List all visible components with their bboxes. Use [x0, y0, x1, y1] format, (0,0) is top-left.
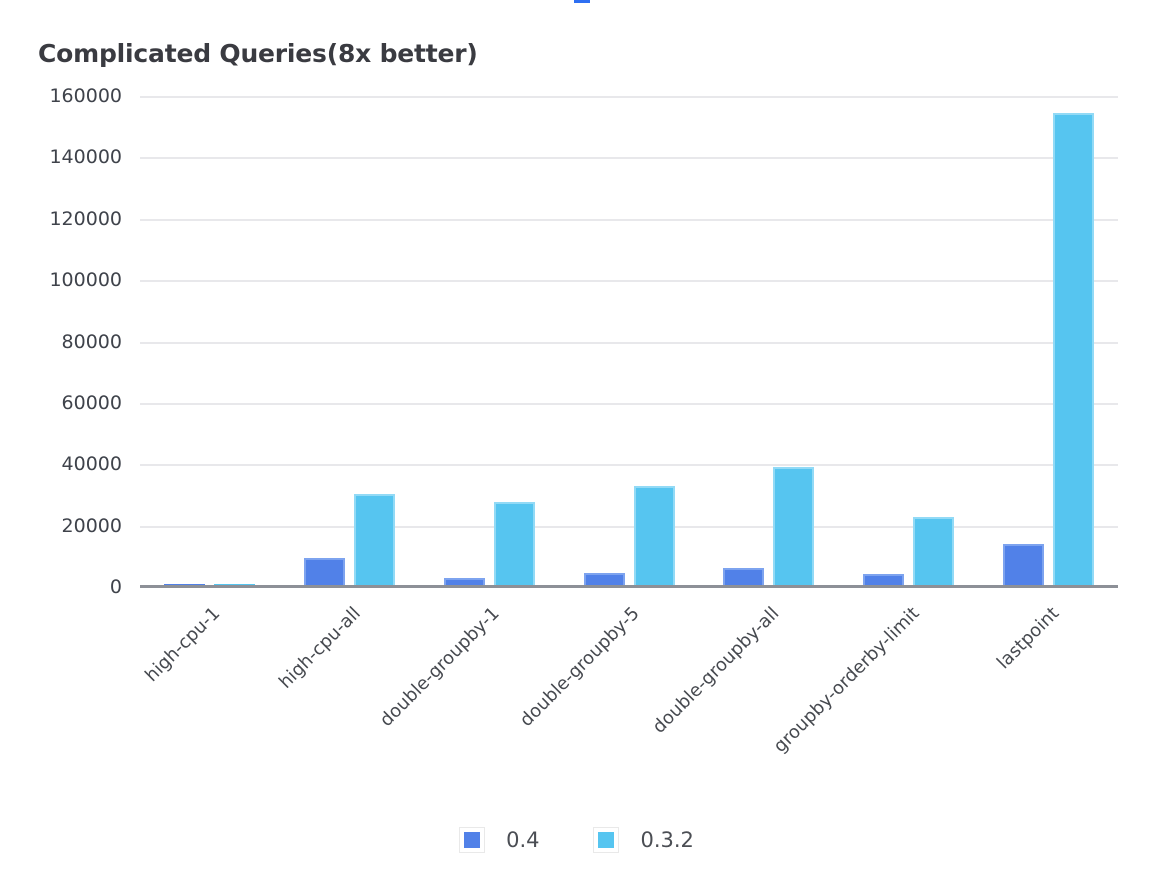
- bar-double-groupby-all-0.3.2: [773, 466, 815, 586]
- bar-double-groupby-1-0.3.2: [493, 501, 535, 586]
- x-axis-label: groupby-orderby-limit: [769, 603, 924, 757]
- bar-lastpoint-0.3.2: [1052, 113, 1094, 586]
- bar-high-cpu-1-0.3.2: [214, 583, 256, 586]
- gridline: [140, 525, 1118, 528]
- x-axis-label: lastpoint: [992, 603, 1063, 674]
- bar-groupby-orderby-limit-0.4: [862, 574, 904, 586]
- bar-double-groupby-1-0.4: [443, 577, 485, 586]
- legend-item-0.4[interactable]: 0.4: [459, 827, 539, 853]
- gridline: [140, 157, 1118, 160]
- y-axis-tick-label: 20000: [61, 514, 122, 537]
- y-axis-tick-label: 0: [109, 576, 122, 598]
- x-axis-label: double-groupby-5: [515, 603, 644, 731]
- y-axis-tick-label: 100000: [49, 269, 122, 292]
- legend-swatch-color: [464, 832, 481, 848]
- top-accent-fragment: [574, 0, 590, 3]
- x-axis-line: [140, 585, 1118, 588]
- gridline: [140, 96, 1118, 98]
- y-axis-tick-label: 40000: [61, 453, 122, 476]
- bar-high-cpu-all-0.3.2: [354, 493, 396, 586]
- y-axis-tick-label: 60000: [61, 391, 122, 414]
- bar-double-groupby-5-0.4: [583, 573, 625, 586]
- legend-label: 0.4: [506, 828, 540, 852]
- x-axis-label: double-groupby-1: [376, 603, 505, 731]
- gridline: [140, 464, 1118, 467]
- gridline: [140, 218, 1118, 221]
- plot-area: high-cpu-1 high-cpu-all double-groupby-1 do…: [140, 96, 1118, 757]
- y-axis-tick-label: 160000: [49, 85, 122, 107]
- bar-lastpoint-0.4: [1002, 543, 1044, 586]
- gridline: [140, 341, 1118, 344]
- x-axis-label: high-cpu-all: [274, 603, 365, 693]
- gridline: [140, 402, 1118, 405]
- y-axis-tick-label: 120000: [49, 207, 122, 230]
- bar-double-groupby-all-0.4: [723, 568, 765, 586]
- legend-item-0.3.2[interactable]: 0.3.2: [593, 827, 694, 853]
- bar-double-groupby-5-0.3.2: [633, 486, 675, 586]
- legend-swatch-icon: [593, 827, 620, 853]
- y-axis-tick-label: 140000: [49, 146, 122, 169]
- legend-swatch-color: [598, 832, 615, 848]
- chart-title: Complicated Queries(8x better): [38, 38, 478, 68]
- y-axis-tick-label: 80000: [61, 330, 122, 353]
- x-axis-label: high-cpu-1: [141, 603, 225, 687]
- legend-label: 0.3.2: [640, 828, 694, 852]
- x-axis-label: double-groupby-all: [648, 603, 784, 738]
- legend-swatch-icon: [459, 827, 486, 853]
- legend: 0.4 0.3.2: [0, 827, 1153, 853]
- gridline: [140, 280, 1118, 283]
- bar-groupby-orderby-limit-0.3.2: [912, 516, 954, 586]
- bar-high-cpu-all-0.4: [304, 557, 346, 586]
